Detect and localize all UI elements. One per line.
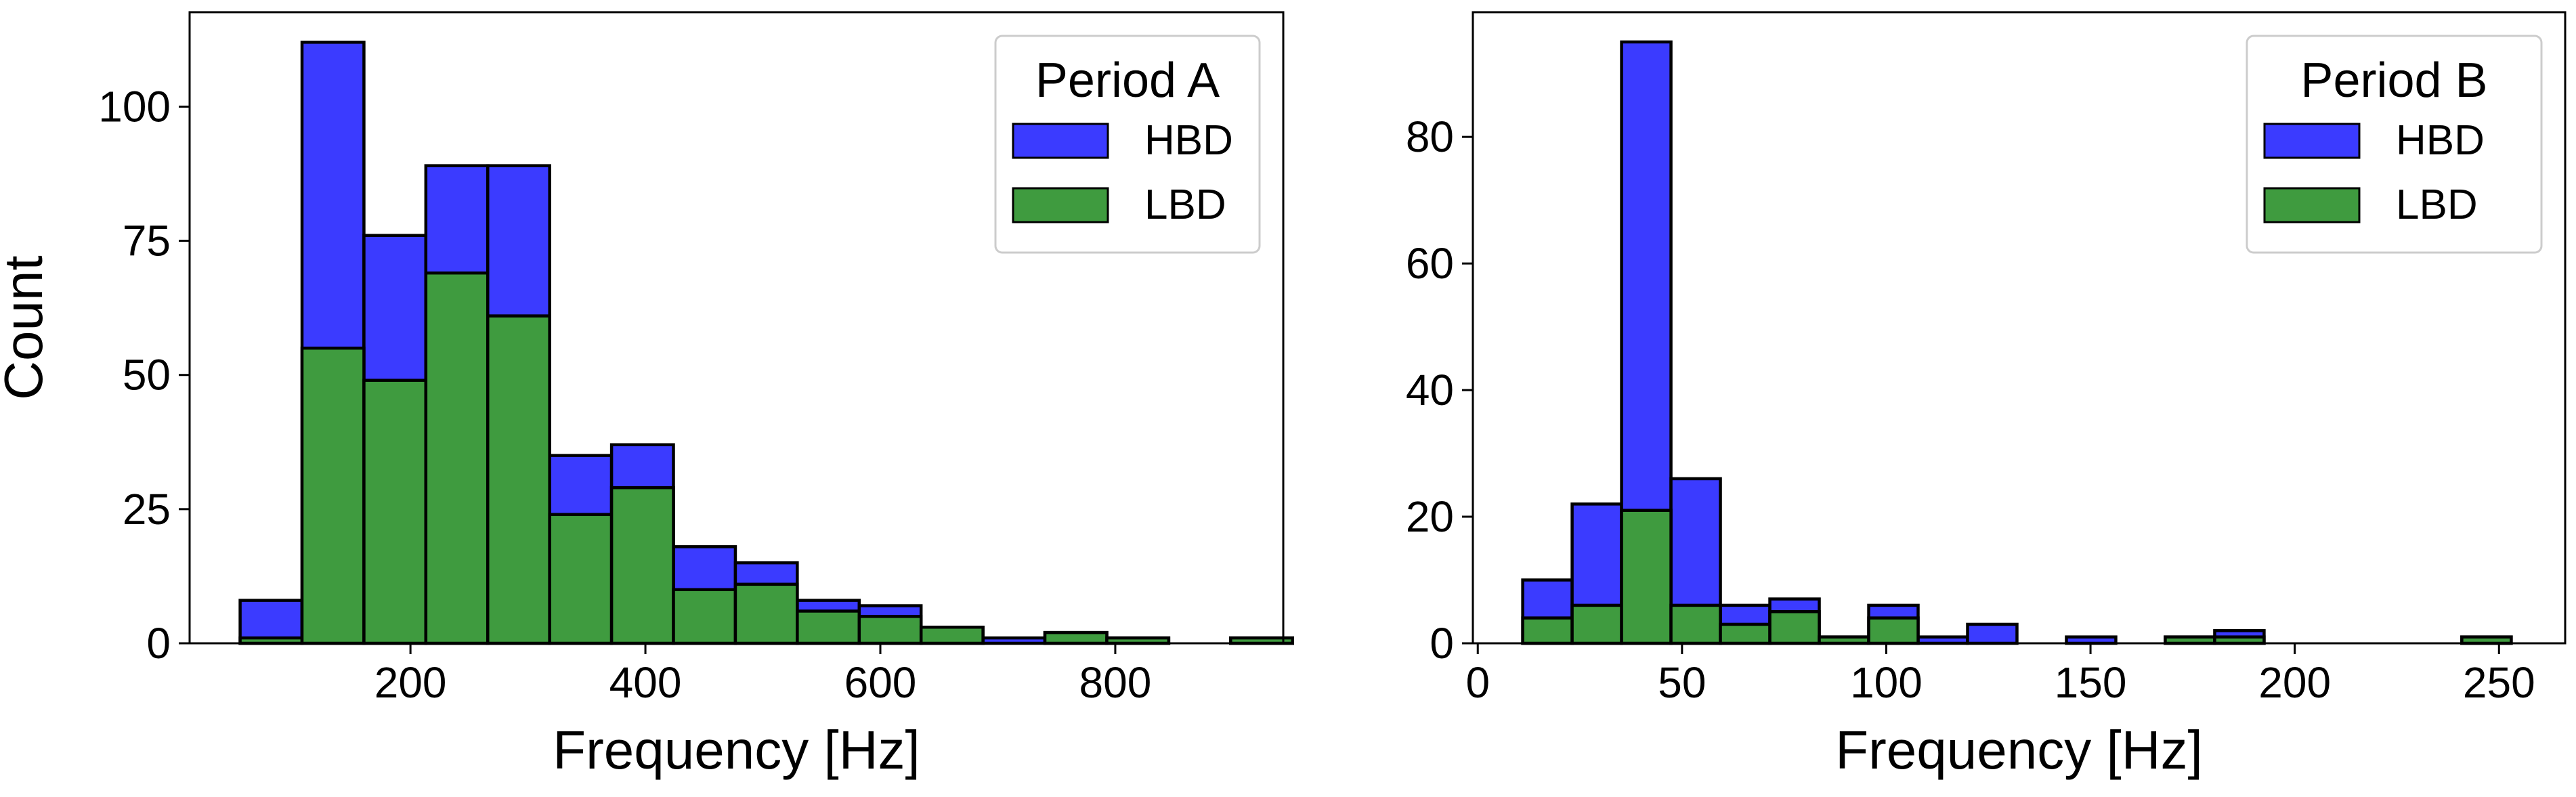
x-tick-label: 50: [1658, 658, 1706, 707]
legend-label-lbd: LBD: [1144, 181, 1226, 228]
y-tick-label: 100: [98, 82, 171, 131]
legend-label-lbd: LBD: [2396, 181, 2478, 228]
bar-lbd: [424, 271, 490, 645]
y-tick-label: 50: [123, 351, 171, 400]
legend: Period A HBD LBD: [994, 35, 1261, 254]
bar-lbd: [796, 609, 861, 645]
x-tick-label: 600: [844, 658, 917, 707]
x-tick-label: 800: [1079, 658, 1152, 707]
bar-lbd: [1620, 509, 1673, 645]
legend-label-hbd: HBD: [2396, 117, 2485, 164]
bar-lbd: [1768, 610, 1821, 645]
x-axis-label: Frequency [Hz]: [553, 720, 920, 780]
bar-lbd: [857, 615, 923, 645]
x-tick-label: 200: [374, 658, 447, 707]
x-tick-label: 200: [2258, 658, 2331, 707]
x-tick-label: 100: [1850, 658, 1923, 707]
y-tick-label: 0: [1430, 619, 1454, 668]
bar-lbd: [486, 314, 551, 645]
bar-lbd: [609, 486, 675, 645]
y-tick-label: 60: [1406, 239, 1454, 288]
x-tick-label: 150: [2055, 658, 2127, 707]
legend-swatch-lbd: [2263, 187, 2361, 223]
y-tick-label: 0: [146, 619, 171, 668]
y-tick-label: 20: [1406, 492, 1454, 541]
y-tick-label: 25: [123, 485, 171, 534]
bar-lbd: [1043, 630, 1109, 645]
legend-label-hbd: HBD: [1144, 117, 1233, 164]
legend-swatch-hbd: [1012, 123, 1109, 159]
axes-frame: [188, 11, 1285, 645]
bar-lbd: [548, 513, 614, 645]
chart-panel-period-b: 0 50 100 150 200 250 0 20 40 60 80 Frequency [Hz] Pe…: [1406, 11, 2567, 780]
chart-panel-period-a: 200 400 600 800 0 25 50 75 100 Frequency [Hz] Coun…: [0, 11, 1294, 780]
bar-lbd: [733, 582, 799, 645]
bar-lbd: [1719, 622, 1772, 645]
legend-title: Period A: [1035, 53, 1220, 108]
axes-frame: [1472, 11, 2567, 645]
x-tick-label: 400: [609, 658, 682, 707]
legend-swatch-lbd: [1012, 187, 1109, 223]
bar-lbd: [1669, 603, 1722, 645]
y-tick-label: 40: [1406, 366, 1454, 414]
bar-lbd: [919, 625, 985, 645]
legend: Period B HBD LBD: [2246, 35, 2543, 254]
x-axis-label: Frequency [Hz]: [1835, 720, 2202, 780]
bar-lbd: [1521, 616, 1574, 645]
legend-title: Period B: [2300, 53, 2487, 108]
x-tick-label: 0: [1465, 658, 1490, 707]
bar-hbd: [1966, 622, 2019, 645]
bar-lbd: [1867, 616, 1920, 645]
y-tick-label: 80: [1406, 112, 1454, 161]
bar-lbd: [300, 346, 366, 645]
bar-lbd: [672, 588, 737, 645]
y-axis-label: Count: [0, 255, 53, 400]
bar-lbd: [362, 379, 428, 645]
x-tick-label: 250: [2463, 658, 2535, 707]
bar-lbd: [1570, 603, 1623, 645]
legend-swatch-hbd: [2263, 123, 2361, 159]
y-tick-label: 75: [123, 217, 171, 265]
